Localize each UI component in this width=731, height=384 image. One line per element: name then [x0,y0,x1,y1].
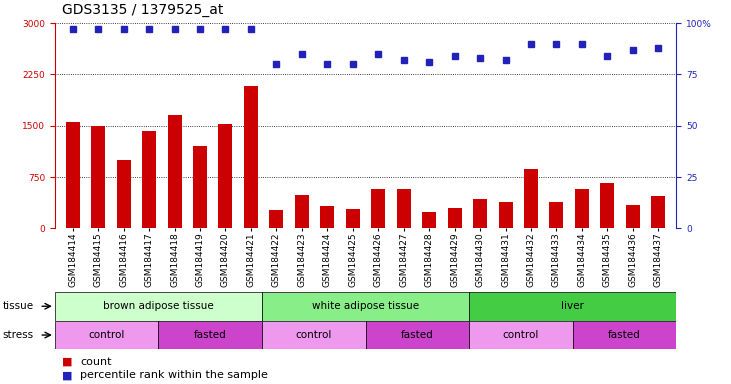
Bar [167,116,181,228]
Bar [55,321,159,349]
Text: count: count [80,356,112,367]
Bar [572,321,676,349]
Text: liver: liver [561,301,584,311]
Bar [423,212,436,228]
Text: fasted: fasted [608,330,641,340]
Bar [142,131,156,228]
Bar [366,321,469,349]
Bar [469,292,676,321]
Text: white adipose tissue: white adipose tissue [312,301,419,311]
Bar [524,169,538,228]
Text: brown adipose tissue: brown adipose tissue [103,301,213,311]
Bar [262,321,366,349]
Text: percentile rank within the sample: percentile rank within the sample [80,370,268,381]
Bar [371,189,385,228]
Bar [626,205,640,228]
Text: control: control [295,330,332,340]
Text: ■: ■ [62,370,72,381]
Text: tissue: tissue [2,301,34,311]
Bar [651,195,665,228]
Text: control: control [503,330,539,340]
Bar [91,126,105,228]
Text: GDS3135 / 1379525_at: GDS3135 / 1379525_at [62,3,224,17]
Bar [262,292,469,321]
Bar [193,146,207,228]
Bar [116,160,131,228]
Bar [269,210,284,228]
Text: control: control [88,330,125,340]
Text: fasted: fasted [401,330,433,340]
Bar [295,195,308,228]
Bar [244,86,258,228]
Bar [159,321,262,349]
Bar [447,208,462,228]
Bar [473,199,487,228]
Text: ■: ■ [62,356,72,367]
Bar [320,206,334,228]
Text: stress: stress [2,330,34,340]
Bar [600,183,615,228]
Bar [397,189,411,228]
Bar [575,189,589,228]
Bar [66,122,80,228]
Text: fasted: fasted [194,330,227,340]
Bar [469,321,572,349]
Bar [55,292,262,321]
Bar [550,202,564,228]
Bar [346,209,360,228]
Bar [219,124,232,228]
Bar [499,202,512,228]
